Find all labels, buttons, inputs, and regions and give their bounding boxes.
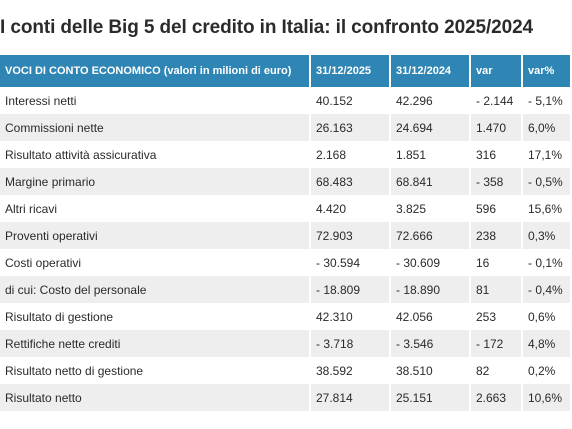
cell-var-percent: 0,3% — [522, 222, 570, 249]
page-title: I conti delle Big 5 del credito in Itali… — [0, 17, 534, 38]
header-var: var — [470, 55, 523, 87]
header-var-percent: var% — [522, 55, 570, 87]
table-row: Risultato netto di gestione 38.592 38.510 8… — [0, 357, 570, 384]
cell-2024: 3.825 — [390, 195, 471, 222]
table-row: Rettifiche nette crediti - 3.718- 3.546- … — [0, 330, 570, 357]
cell-voce: Commissioni nette — [0, 114, 311, 141]
cell-var-percent: 10,6% — [522, 384, 570, 411]
cell-voce: Risultato attività assicurativa — [0, 141, 311, 168]
cell-2025: 26.163 — [310, 114, 391, 141]
cell-var: 81 — [470, 276, 523, 303]
cell-var: - 2.144 — [470, 87, 523, 114]
header-2025: 31/12/2025 — [310, 55, 391, 87]
cell-2025: 40.152 — [310, 87, 391, 114]
header-2024: 31/12/2024 — [390, 55, 471, 87]
cell-2025: 68.483 — [310, 168, 391, 195]
cell-var-percent: 6,0% — [522, 114, 570, 141]
cell-var-percent: 17,1% — [522, 141, 570, 168]
table-header-row: VOCI DI CONTO ECONOMICO (valori in milio… — [0, 55, 570, 87]
cell-voce: Risultato netto — [0, 384, 311, 411]
income-statement-table: VOCI DI CONTO ECONOMICO (valori in milio… — [0, 55, 570, 411]
cell-var: 596 — [470, 195, 523, 222]
cell-2025: - 3.718 — [310, 330, 391, 357]
cell-var: 238 — [470, 222, 523, 249]
cell-voce: Interessi netti — [0, 87, 311, 114]
cell-voce: Proventi operativi — [0, 222, 311, 249]
cell-var: 253 — [470, 303, 523, 330]
cell-var: 2.663 — [470, 384, 523, 411]
table-row: Risultato di gestione 42.310 42.056 253 0,6% — [0, 303, 570, 330]
cell-2025: 72.903 — [310, 222, 391, 249]
cell-2025: 4.420 — [310, 195, 391, 222]
cell-var-percent: 4,8% — [522, 330, 570, 357]
cell-var-percent: - 0,4% — [522, 276, 570, 303]
cell-2024: - 3.546 — [390, 330, 471, 357]
table-row: Altri ricavi 4.420 3.825 596 15,6% — [0, 195, 570, 222]
cell-var-percent: - 0,1% — [522, 249, 570, 276]
cell-var-percent: - 5,1% — [522, 87, 570, 114]
cell-var: 82 — [470, 357, 523, 384]
table-row: Costi operativi - 30.594- 30.609 16- 0,1% — [0, 249, 570, 276]
table-row: di cui: Costo del personale - 18.809- 18.… — [0, 276, 570, 303]
header-voci: VOCI DI CONTO ECONOMICO (valori in milio… — [0, 55, 311, 87]
cell-2025: 27.814 — [310, 384, 391, 411]
table-row: Proventi operativi 72.903 72.666 238 0,3% — [0, 222, 570, 249]
table-row: Risultato netto 27.814 25.151 2.663 10,6% — [0, 384, 570, 411]
cell-var-percent: - 0,5% — [522, 168, 570, 195]
cell-2024: - 18.890 — [390, 276, 471, 303]
cell-var-percent: 0,6% — [522, 303, 570, 330]
cell-2024: 1.851 — [390, 141, 471, 168]
cell-var-percent: 0,2% — [522, 357, 570, 384]
table-row: Commissioni nette 26.163 24.694 1.470 6,0% — [0, 114, 570, 141]
cell-voce: Rettifiche nette crediti — [0, 330, 311, 357]
cell-2025: 38.592 — [310, 357, 391, 384]
cell-voce: Margine primario — [0, 168, 311, 195]
cell-var: 1.470 — [470, 114, 523, 141]
cell-2025: - 30.594 — [310, 249, 391, 276]
cell-2025: - 18.809 — [310, 276, 391, 303]
cell-2024: 42.296 — [390, 87, 471, 114]
table-row: Margine primario 68.483 68.841- 358- 0,5% — [0, 168, 570, 195]
cell-var: - 172 — [470, 330, 523, 357]
table-body: Interessi netti 40.152 42.296- 2.144- 5,1%… — [0, 87, 570, 411]
cell-2024: 25.151 — [390, 384, 471, 411]
cell-var: 316 — [470, 141, 523, 168]
cell-2024: - 30.609 — [390, 249, 471, 276]
cell-voce: Risultato di gestione — [0, 303, 311, 330]
table-row: Risultato attività assicurativa 2.168 1.85… — [0, 141, 570, 168]
table-row: Interessi netti 40.152 42.296- 2.144- 5,1% — [0, 87, 570, 114]
cell-voce: Altri ricavi — [0, 195, 311, 222]
cell-2024: 38.510 — [390, 357, 471, 384]
cell-voce: Costi operativi — [0, 249, 311, 276]
cell-voce: di cui: Costo del personale — [0, 276, 311, 303]
cell-var: - 358 — [470, 168, 523, 195]
cell-2025: 2.168 — [310, 141, 391, 168]
cell-2024: 42.056 — [390, 303, 471, 330]
cell-2024: 24.694 — [390, 114, 471, 141]
cell-var: 16 — [470, 249, 523, 276]
cell-voce: Risultato netto di gestione — [0, 357, 311, 384]
cell-2025: 42.310 — [310, 303, 391, 330]
cell-var-percent: 15,6% — [522, 195, 570, 222]
cell-2024: 68.841 — [390, 168, 471, 195]
cell-2024: 72.666 — [390, 222, 471, 249]
